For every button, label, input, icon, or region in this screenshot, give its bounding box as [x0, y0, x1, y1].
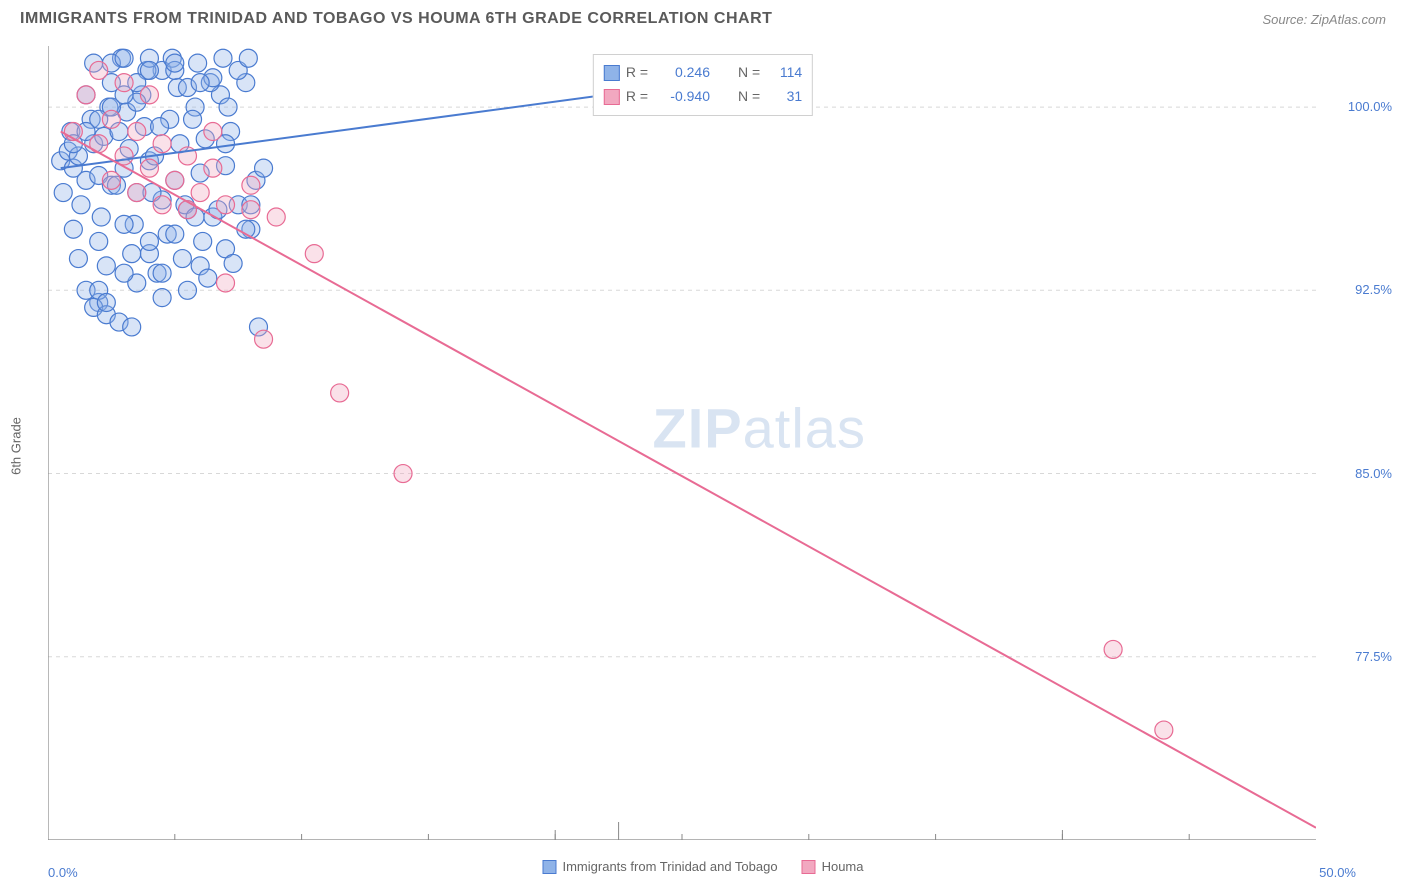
x-tick-0: 0.0%: [48, 865, 78, 880]
legend-item: Houma: [802, 859, 864, 874]
scatter-chart-svg: [48, 46, 1316, 840]
legend-swatch: [802, 860, 816, 874]
legend-label: Immigrants from Trinidad and Tobago: [562, 859, 777, 874]
legend-item: Immigrants from Trinidad and Tobago: [542, 859, 777, 874]
y-tick-label: 85.0%: [1355, 466, 1392, 481]
stats-row: R =-0.940N = 31: [604, 85, 802, 109]
legend: Immigrants from Trinidad and Tobago Houma: [542, 859, 863, 874]
legend-swatch: [542, 860, 556, 874]
x-tick-50: 50.0%: [1319, 865, 1356, 880]
y-tick-label: 77.5%: [1355, 649, 1392, 664]
stats-swatch: [604, 65, 620, 81]
correlation-stats-box: R = 0.246N =114R =-0.940N = 31: [593, 54, 813, 116]
y-axis-label: 6th Grade: [9, 417, 24, 475]
source-label: Source: ZipAtlas.com: [1262, 12, 1386, 27]
y-tick-label: 92.5%: [1355, 282, 1392, 297]
chart-area: [48, 46, 1316, 840]
stats-row: R = 0.246N =114: [604, 61, 802, 85]
legend-label: Houma: [822, 859, 864, 874]
chart-title: IMMIGRANTS FROM TRINIDAD AND TOBAGO VS H…: [20, 10, 772, 28]
y-tick-label: 100.0%: [1348, 99, 1392, 114]
stats-swatch: [604, 89, 620, 105]
